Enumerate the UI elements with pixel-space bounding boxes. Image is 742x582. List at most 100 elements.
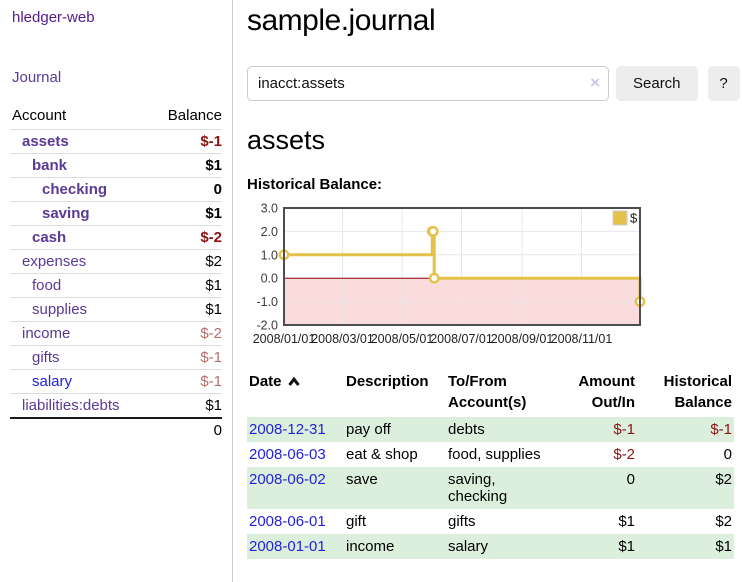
register-header-description: Description [346, 373, 429, 390]
transaction-date-link[interactable]: 2008-01-01 [249, 538, 326, 555]
accounts-header-balance: Balance [167, 107, 222, 124]
accounts-header-row: Account Balance [10, 104, 222, 130]
account-balance: $-1 [151, 345, 222, 370]
account-link-checking[interactable]: checking [42, 181, 108, 198]
transaction-amount: $1 [618, 538, 635, 555]
account-link-supplies[interactable]: supplies [32, 301, 88, 318]
chart-title: Historical Balance: [247, 176, 383, 193]
transaction-amount: $1 [618, 513, 635, 530]
transaction-date-link[interactable]: 2008-06-02 [249, 471, 326, 488]
svg-text:2008/11/01: 2008/11/01 [551, 332, 613, 346]
register-header-date[interactable]: Date [247, 369, 344, 417]
help-button[interactable]: ? [707, 66, 740, 101]
sort-ascending-icon [287, 372, 301, 393]
account-link-bank[interactable]: bank [32, 157, 68, 174]
transaction-description: pay off [346, 421, 391, 438]
account-row-liabilities-debts: liabilities:debts $1 [10, 393, 222, 418]
accounts-table: Account Balance assets $-1 bank $1 check… [10, 104, 222, 442]
account-row-expenses: expenses $2 [10, 249, 222, 274]
svg-text:1.0: 1.0 [261, 248, 278, 262]
svg-text:2.0: 2.0 [261, 225, 278, 239]
account-link-saving[interactable]: saving [42, 205, 90, 222]
transaction-amount: 0 [626, 471, 635, 488]
account-balance: $1 [151, 273, 222, 298]
transaction-description: eat & shop [346, 446, 418, 463]
search-input-wrapper: × [247, 66, 609, 101]
transaction-description: save [346, 471, 378, 488]
account-link-income[interactable]: income [22, 325, 71, 342]
transaction-date-link[interactable]: 2008-12-31 [249, 421, 326, 438]
transaction-accounts: debts [448, 421, 485, 438]
account-balance: $1 [151, 201, 222, 226]
svg-text:2008/01/01: 2008/01/01 [253, 332, 316, 346]
transaction-amount: $-1 [613, 421, 635, 438]
register-row: 2008-06-03 eat & shop food, supplies $-2… [247, 442, 734, 467]
account-balance: $1 [151, 297, 222, 322]
account-heading: assets [247, 125, 326, 155]
transaction-description: gift [346, 513, 367, 530]
transaction-balance: $-1 [710, 421, 732, 438]
search-button[interactable]: Search [616, 66, 698, 101]
register-header-amount: Amount Out/In [578, 373, 635, 411]
svg-text:3.0: 3.0 [261, 202, 278, 216]
accounts-total-balance: 0 [151, 417, 222, 442]
transaction-accounts: food, supplies [448, 446, 541, 463]
account-row-cash: cash $-2 [10, 225, 222, 250]
account-row-bank: bank $1 [10, 153, 222, 178]
register-row: 2008-01-01 income salary $1 $1 [247, 534, 734, 559]
register-header-row: Date Description To/From Account(s) Amou… [247, 369, 734, 417]
app-brand-link[interactable]: hledger-web [12, 9, 95, 26]
account-row-salary: salary $-1 [10, 369, 222, 394]
transaction-balance: $2 [715, 513, 732, 530]
svg-text:-2.0: -2.0 [256, 319, 278, 333]
accounts-header-account: Account [12, 107, 67, 124]
account-link-food[interactable]: food [32, 277, 62, 294]
account-link-salary[interactable]: salary [32, 373, 73, 390]
svg-text:-1.0: -1.0 [256, 295, 278, 309]
svg-text:2008/05/01: 2008/05/01 [371, 332, 434, 346]
transaction-accounts: gifts [448, 513, 476, 530]
register-row: 2008-06-02 save saving, checking 0 $2 [247, 467, 734, 509]
account-row-assets: assets $-1 [10, 129, 222, 154]
sidebar: hledger-web Journal Account Balance asse… [0, 0, 233, 582]
accounts-total-row: 0 [10, 417, 222, 442]
account-link-cash[interactable]: cash [32, 229, 67, 246]
account-row-food: food $1 [10, 273, 222, 298]
account-link-expenses[interactable]: expenses [22, 253, 87, 270]
account-balance: $1 [151, 393, 222, 418]
account-row-saving: saving $1 [10, 201, 222, 226]
transaction-accounts: salary [448, 538, 489, 555]
main-content: sample.journal × Search ? assets Histori… [233, 0, 742, 582]
historical-balance-chart: 3.0 2.0 1.0 0.0 -1.0 -2.0 2008/01/01 2008/03/01… [247, 202, 740, 359]
svg-text:0.0: 0.0 [261, 272, 278, 286]
search-form: × Search ? [247, 66, 740, 101]
account-balance: $1 [151, 153, 222, 178]
account-link-assets[interactable]: assets [22, 133, 69, 150]
account-row-gifts: gifts $-1 [10, 345, 222, 370]
page-title: sample.journal [247, 4, 436, 37]
register-header-balance: Historical Balance [663, 373, 732, 411]
account-link-gifts[interactable]: gifts [32, 349, 60, 366]
account-balance: $-1 [151, 369, 222, 394]
transaction-date-link[interactable]: 2008-06-01 [249, 513, 326, 530]
clear-search-icon[interactable]: × [590, 73, 600, 92]
account-balance: $-2 [151, 225, 222, 250]
register-table: Date Description To/From Account(s) Amou… [247, 369, 734, 559]
register-header-tofrom: To/From Account(s) [448, 373, 527, 411]
account-link-liabilities-debts[interactable]: liabilities:debts [22, 397, 120, 414]
balance-chart-svg: 3.0 2.0 1.0 0.0 -1.0 -2.02008/01/012008/03/01… [253, 202, 646, 346]
account-balance: $-2 [151, 321, 222, 346]
transaction-date-link[interactable]: 2008-06-03 [249, 446, 326, 463]
account-row-checking: checking 0 [10, 177, 222, 202]
search-input[interactable] [247, 66, 609, 101]
sidebar-item-journal[interactable]: Journal [12, 69, 62, 86]
account-balance: $-1 [151, 129, 222, 154]
register-row: 2008-06-01 gift gifts $1 $2 [247, 509, 734, 534]
svg-text:2008/09/01: 2008/09/01 [491, 332, 554, 346]
register-row: 2008-12-31 pay off debts $-1 $-1 [247, 417, 734, 442]
account-balance: 0 [151, 177, 222, 202]
transaction-amount: $-2 [613, 446, 635, 463]
account-row-income: income $-2 [10, 321, 222, 346]
transaction-accounts: saving, checking [448, 471, 508, 505]
transaction-balance: 0 [723, 446, 732, 463]
